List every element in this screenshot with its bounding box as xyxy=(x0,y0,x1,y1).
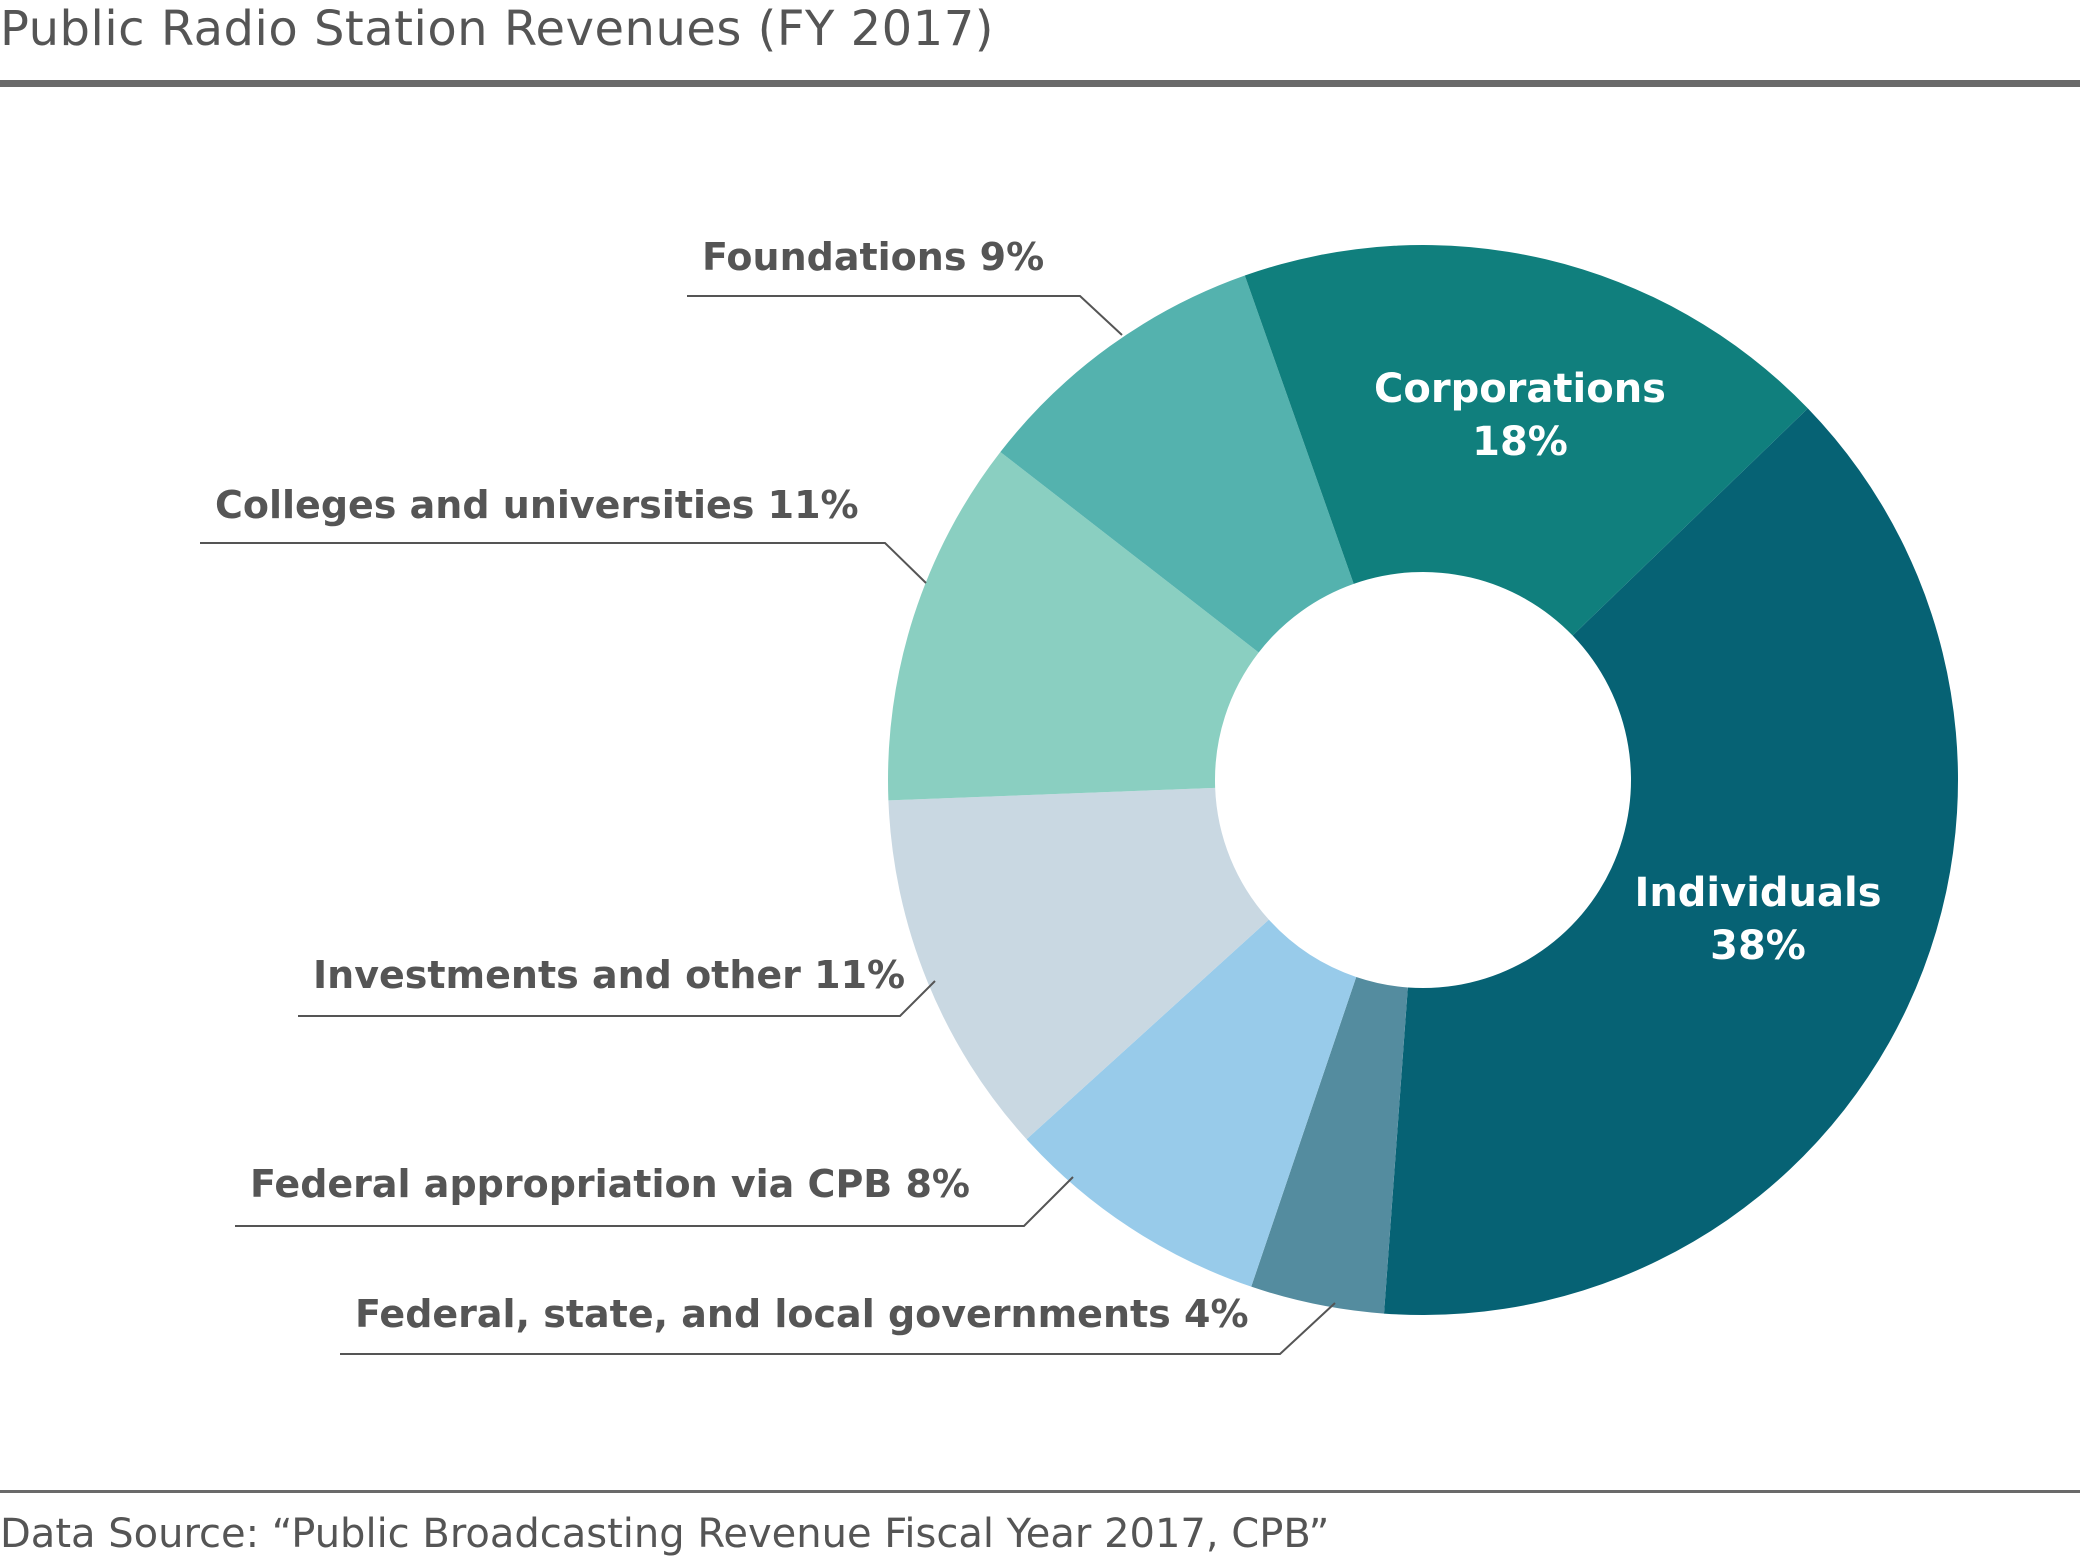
leader-line-investments-and-other xyxy=(298,980,936,1017)
slice-individuals xyxy=(1383,408,1959,1316)
slice-label-investments-and-other: Investments and other 11% xyxy=(313,953,905,997)
slice-label-foundations: Foundations 9% xyxy=(702,235,1044,279)
source-divider xyxy=(0,1490,2080,1493)
slice-foundations xyxy=(1000,275,1354,653)
slice-label-colleges-and-universities: Colleges and universities 11% xyxy=(215,483,859,527)
slice-label-individuals: Individuals 38% xyxy=(1634,870,1881,969)
slice-label-corporations: Corporations 18% xyxy=(1374,366,1666,465)
leader-line-foundations xyxy=(687,295,1123,336)
leader-line-federal-appropriation-via-cpb xyxy=(235,1176,1074,1227)
slice-label-federal-appropriation-via-cpb: Federal appropriation via CPB 8% xyxy=(250,1162,970,1206)
leader-line-colleges-and-universities xyxy=(200,542,927,584)
slice-federal-state-and-local-governments xyxy=(1251,976,1408,1314)
donut-chart: Individuals 38% Federal, state, and local … xyxy=(200,235,1959,1355)
chart-title: Public Radio Station Revenues (FY 2017) xyxy=(0,1,994,57)
chart-source: Data Source: “Public Broadcasting Revenu… xyxy=(0,1511,1330,1557)
slice-corporations xyxy=(1244,245,1808,636)
slice-colleges-and-universities xyxy=(888,451,1259,801)
slice-investments-and-other xyxy=(888,787,1269,1140)
title-divider xyxy=(0,80,2080,87)
leader-line-federal-state-and-local-governments xyxy=(340,1302,1336,1355)
slice-federal-appropriation-via-cpb xyxy=(1026,919,1357,1287)
slice-label-federal-state-and-local-governments: Federal, state, and local governments 4% xyxy=(355,1292,1249,1336)
